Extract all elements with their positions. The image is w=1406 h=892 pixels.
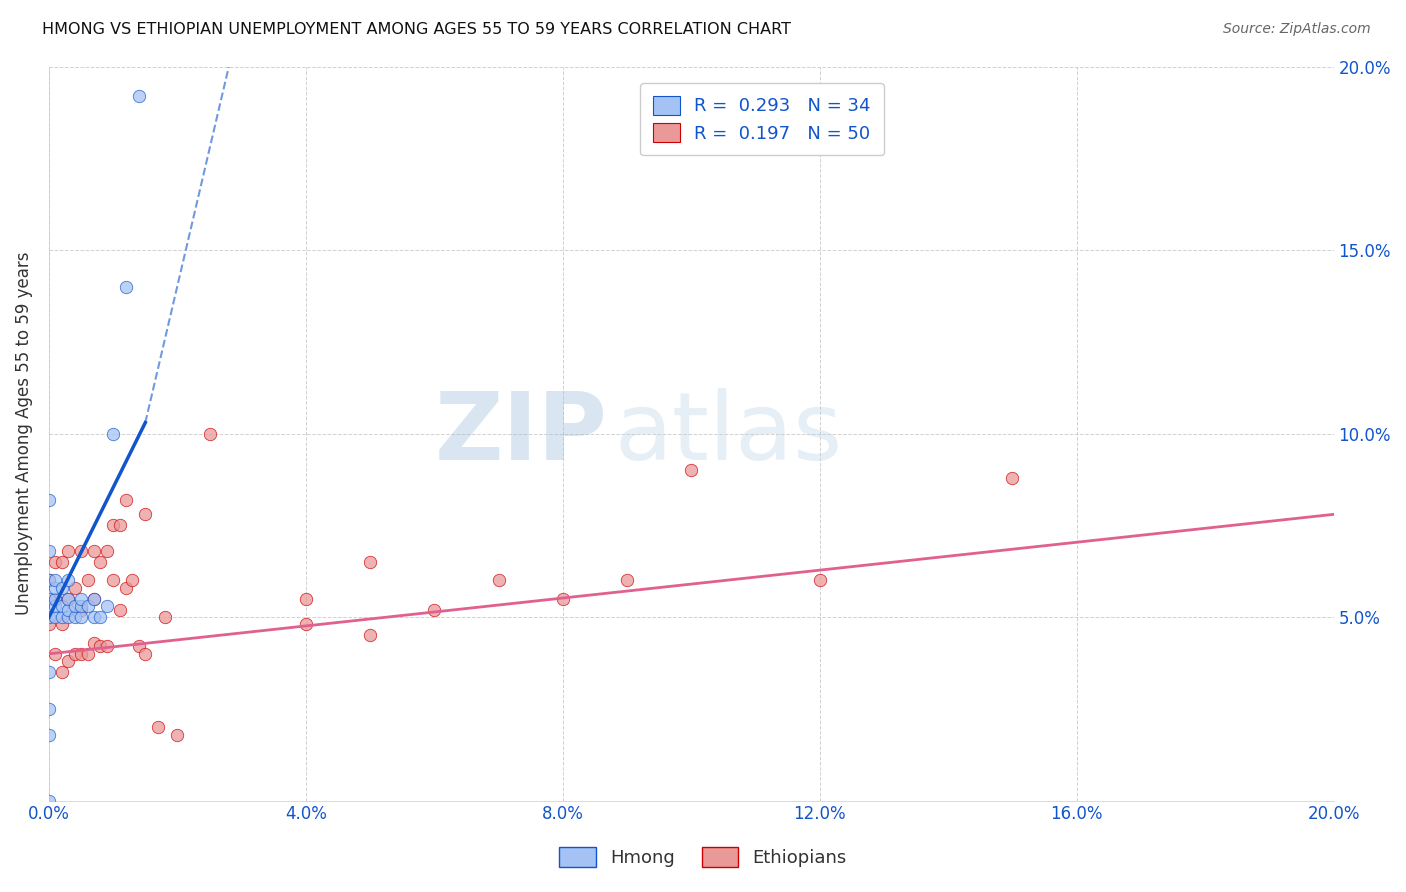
Point xyxy=(51,581,73,595)
Point xyxy=(51,617,73,632)
Point xyxy=(1001,470,1024,484)
Point xyxy=(128,640,150,654)
Point xyxy=(51,555,73,569)
Point xyxy=(70,599,93,613)
Point xyxy=(551,591,574,606)
Point xyxy=(44,599,66,613)
Point xyxy=(83,610,105,624)
Point xyxy=(76,599,98,613)
Point xyxy=(83,591,105,606)
Point xyxy=(89,640,111,654)
Point xyxy=(134,647,156,661)
Point xyxy=(166,727,188,741)
Point xyxy=(38,544,60,558)
Point xyxy=(58,610,80,624)
Point xyxy=(44,647,66,661)
Point xyxy=(96,544,118,558)
Point xyxy=(83,636,105,650)
Point xyxy=(103,574,125,588)
Point xyxy=(58,591,80,606)
Point xyxy=(38,794,60,808)
Point xyxy=(63,581,86,595)
Point xyxy=(58,654,80,668)
Point xyxy=(38,591,60,606)
Point xyxy=(115,492,138,507)
Point xyxy=(51,610,73,624)
Legend: R =  0.293   N = 34, R =  0.197   N = 50: R = 0.293 N = 34, R = 0.197 N = 50 xyxy=(640,83,883,155)
Point xyxy=(488,574,510,588)
Point xyxy=(38,665,60,680)
Point xyxy=(38,617,60,632)
Legend: Hmong, Ethiopians: Hmong, Ethiopians xyxy=(553,839,853,874)
Point xyxy=(58,574,80,588)
Point xyxy=(359,628,381,642)
Point xyxy=(83,544,105,558)
Point xyxy=(58,544,80,558)
Point xyxy=(115,280,138,294)
Point xyxy=(38,727,60,741)
Point xyxy=(63,599,86,613)
Point xyxy=(38,574,60,588)
Point xyxy=(134,508,156,522)
Point xyxy=(51,665,73,680)
Point xyxy=(103,426,125,441)
Point xyxy=(38,610,60,624)
Point xyxy=(44,591,66,606)
Point xyxy=(359,555,381,569)
Point xyxy=(681,463,703,477)
Point xyxy=(146,720,169,734)
Point xyxy=(44,555,66,569)
Point xyxy=(44,574,66,588)
Point xyxy=(108,518,131,533)
Point xyxy=(38,574,60,588)
Y-axis label: Unemployment Among Ages 55 to 59 years: Unemployment Among Ages 55 to 59 years xyxy=(15,252,32,615)
Point xyxy=(295,617,318,632)
Point xyxy=(44,581,66,595)
Point xyxy=(38,702,60,716)
Point xyxy=(423,603,446,617)
Point xyxy=(63,647,86,661)
Point xyxy=(89,610,111,624)
Point xyxy=(153,610,176,624)
Point xyxy=(70,610,93,624)
Point xyxy=(808,574,831,588)
Point xyxy=(70,591,93,606)
Text: HMONG VS ETHIOPIAN UNEMPLOYMENT AMONG AGES 55 TO 59 YEARS CORRELATION CHART: HMONG VS ETHIOPIAN UNEMPLOYMENT AMONG AG… xyxy=(42,22,792,37)
Point xyxy=(63,610,86,624)
Point xyxy=(89,555,111,569)
Point xyxy=(295,591,318,606)
Point xyxy=(115,581,138,595)
Point xyxy=(76,647,98,661)
Point xyxy=(38,492,60,507)
Point xyxy=(96,599,118,613)
Point xyxy=(44,610,66,624)
Point xyxy=(58,603,80,617)
Text: atlas: atlas xyxy=(614,388,842,480)
Point xyxy=(198,426,221,441)
Text: ZIP: ZIP xyxy=(434,388,607,480)
Point xyxy=(108,603,131,617)
Point xyxy=(616,574,638,588)
Point xyxy=(70,603,93,617)
Point xyxy=(58,591,80,606)
Point xyxy=(51,599,73,613)
Point xyxy=(70,544,93,558)
Point xyxy=(76,574,98,588)
Point xyxy=(70,647,93,661)
Point xyxy=(121,574,143,588)
Point xyxy=(96,640,118,654)
Point xyxy=(103,518,125,533)
Point xyxy=(128,89,150,103)
Point xyxy=(83,591,105,606)
Point xyxy=(44,591,66,606)
Text: Source: ZipAtlas.com: Source: ZipAtlas.com xyxy=(1223,22,1371,37)
